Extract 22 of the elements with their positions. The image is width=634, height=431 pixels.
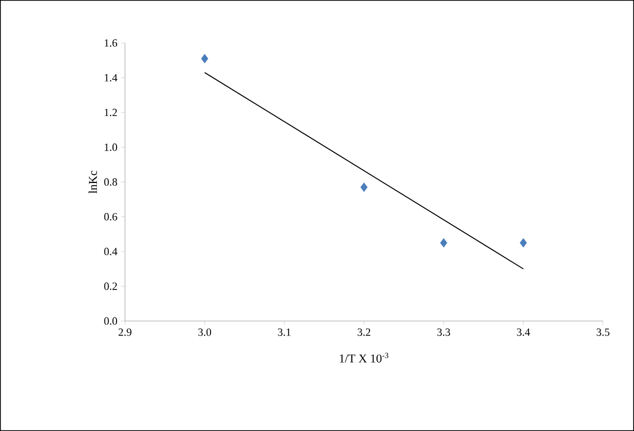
y-tick-label: 0.8 <box>104 178 118 186</box>
point <box>520 238 527 248</box>
x-axis-title: 1/T X 10$^{-3}$ <box>340 352 388 363</box>
y-tick-label: 0.2 <box>104 282 117 290</box>
y-tick-label: 1.6 <box>104 39 118 47</box>
x-tick-label: 3.5 <box>596 328 610 336</box>
point <box>440 238 448 248</box>
x-tick-label: 3.0 <box>198 328 212 336</box>
x-tick-label: 2.9 <box>118 328 132 336</box>
y-tick-label: 0.6 <box>104 213 118 220</box>
point <box>360 182 368 192</box>
y-tick-label: 1.2 <box>104 108 117 116</box>
y-tick-label: 0.0 <box>104 317 118 325</box>
y-tick-label: 1.0 <box>104 144 118 151</box>
x-tick-label: 3.4 <box>517 328 530 336</box>
point <box>201 54 208 64</box>
x-tick-label: 3.1 <box>278 328 291 336</box>
x-tick-label: 3.3 <box>437 328 450 336</box>
y-tick-label: 1.4 <box>104 74 118 82</box>
y-axis-title: lnKc <box>88 170 97 194</box>
x-tick-label: 3.2 <box>358 328 370 336</box>
y-tick-label: 0.4 <box>104 248 118 256</box>
